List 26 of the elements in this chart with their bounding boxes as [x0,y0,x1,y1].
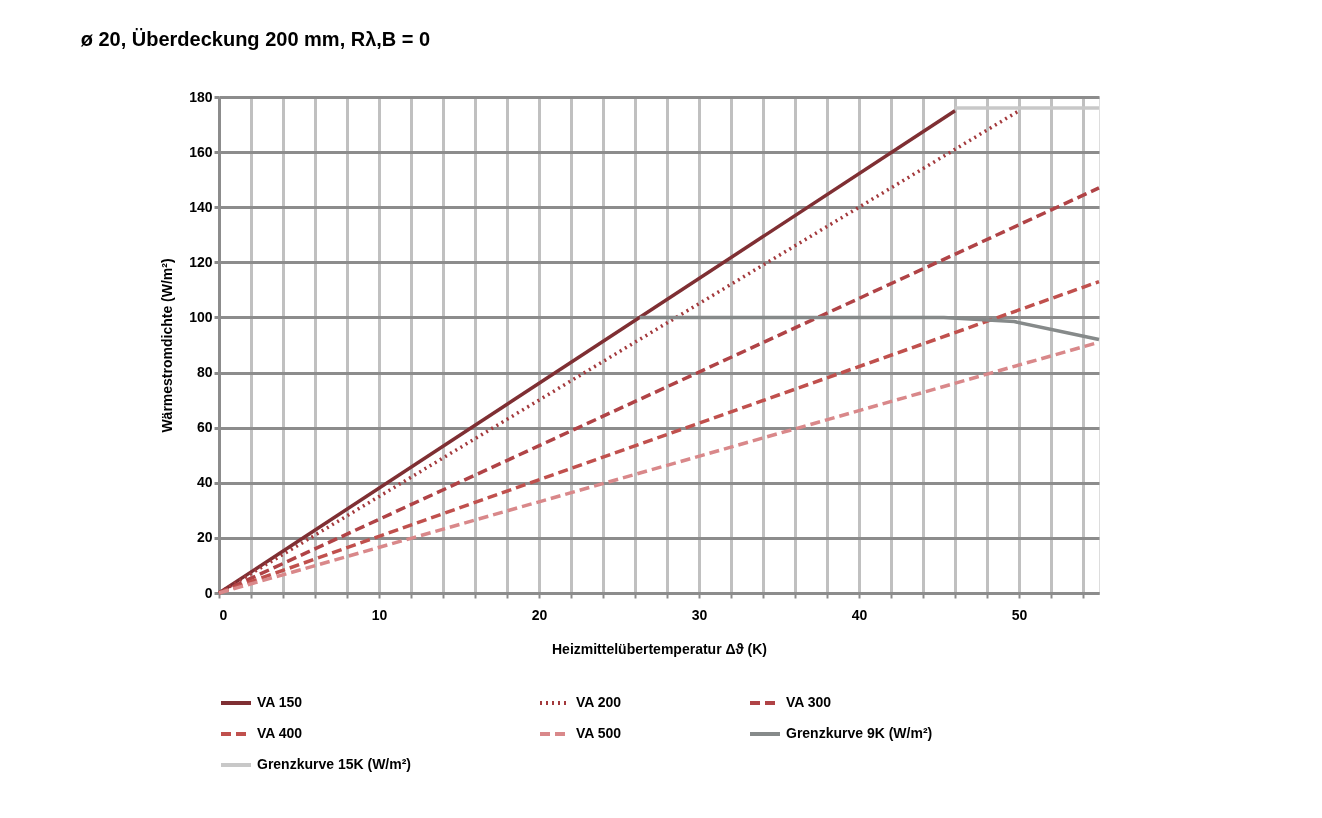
x-tick-label: 50 [1011,606,1028,623]
x-tick-label: 20 [531,606,548,623]
legend-label: VA 200 [576,694,622,710]
y-tick-label: 80 [196,364,213,381]
chart-title: ø 20, Überdeckung 200 mm, Rλ,B = 0 [80,28,431,50]
legend-label: VA 400 [257,725,303,741]
y-tick-label: 60 [196,419,213,436]
x-axis-title: Heizmittelübertemperatur Δϑ (K) [551,640,768,657]
y-tick-label: 120 [189,253,213,270]
y-tick-label: 140 [189,198,213,215]
y-axis-title: Wärmestromdichte (W/m²) [159,258,176,433]
y-tick-label: 100 [189,308,213,325]
legend-label: Grenzkurve 9K (W/m²) [786,725,933,741]
legend-label: VA 150 [257,694,303,710]
x-tick-label: 40 [851,606,868,623]
x-tick-label: 10 [371,606,388,623]
y-tick-label: 0 [204,584,213,601]
y-tick-label: 20 [196,529,213,546]
legend-label: Grenzkurve 15K (W/m²) [257,756,412,772]
x-tick-label: 30 [691,606,708,623]
y-tick-label: 40 [196,474,213,491]
x-tick-label: 0 [219,606,228,623]
y-tick-label: 160 [189,143,213,160]
y-tick-label: 180 [189,88,213,105]
legend-label: VA 500 [576,725,622,741]
legend-label: VA 300 [786,694,832,710]
